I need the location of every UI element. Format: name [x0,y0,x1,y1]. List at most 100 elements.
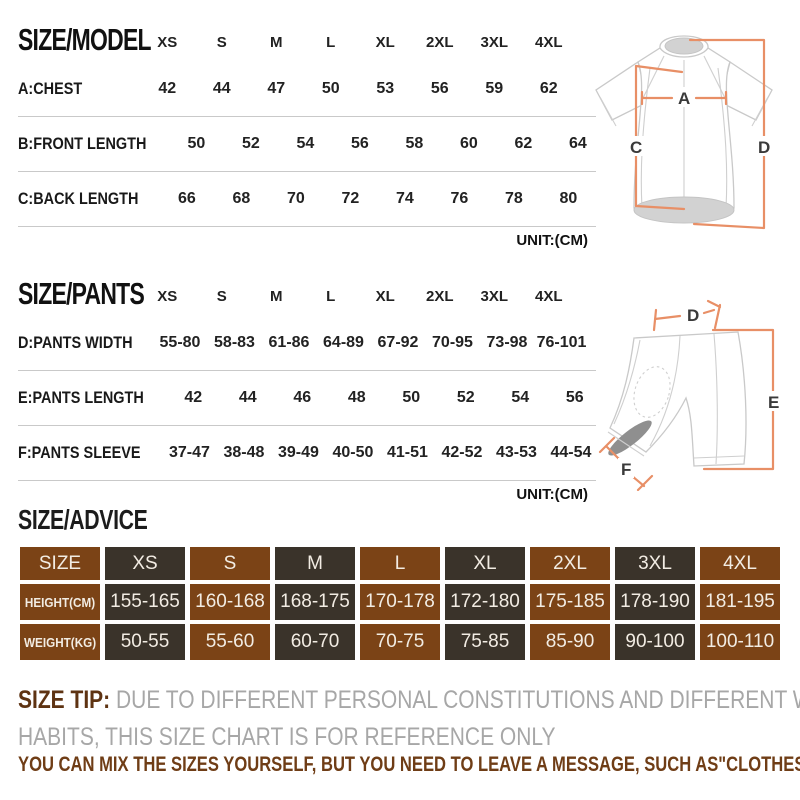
size-advice-table: SIZE XS S M L XL 2XL 3XL 4XL HEIGHT(CM) 155-165 160… [20,547,780,660]
jersey-label-c: C [630,138,642,157]
jersey-right-raglan-seam [703,55,727,101]
size-header-label: S [216,33,227,51]
measurement-value: 44 [212,80,231,97]
advice-value-cell-text: 100-110 [705,631,775,652]
advice-value-cell: 178-190 [615,584,695,620]
size-header-label: S [216,287,227,305]
advice-value-cell-text: 170-178 [365,591,435,612]
advice-value-cell: 85-90 [530,624,610,660]
size-header-label: L [326,287,336,305]
size-model-rows: A:CHEST 42 44 47 50 53 56 59 62 B:FRONT LENGTH 50 5… [18,62,596,227]
measurement-label: B:FRONT LENGTH [18,134,147,153]
measurement-value: 58-83 [214,334,255,351]
measurement-value: 37-47 [168,444,210,461]
measurement-value: 76-101 [536,334,587,351]
measurement-value: 56 [430,80,449,97]
measurement-value: 39-49 [277,444,319,461]
measurement-value: 59 [485,80,504,97]
advice-value-cell: 160-168 [190,584,270,620]
advice-header-cell-text: XS [132,552,158,574]
measurement-value: 43-53 [495,444,537,461]
measurement-row: C:BACK LENGTH 66 68 70 72 74 76 78 80 [18,172,596,227]
size-model-title: SIZE/MODEL [18,22,152,57]
pants-left-inner-seam [649,335,681,447]
advice-value-cell: 175-185 [530,584,610,620]
size-header-label: 2XL [425,287,454,305]
size-model-header-row: SIZE/MODEL XS S M L XL 2XL 3XL 4XL [18,22,596,62]
advice-value-cell: 60-70 [275,624,355,660]
advice-value-cell-text: 75-85 [460,631,510,652]
advice-value-cell: 90-100 [615,624,695,660]
pants-width-measure-line [652,299,722,332]
label-bg [675,87,693,107]
advice-value-cell: 181-195 [700,584,780,620]
measurement-value: 58 [405,135,424,152]
size-tip-label: SIZE TIP: [18,686,111,714]
measurement-value: 61-86 [268,334,310,351]
advice-header-cell-text: 4XL [723,552,757,574]
unit-label: UNIT:(CM) [516,231,588,249]
size-header-label: 3XL [480,33,508,51]
advice-header-cell: XS [105,547,185,580]
size-header-label: 3XL [480,287,508,305]
advice-header-cell: M [275,547,355,580]
size-header-label: XL [375,287,395,305]
mix-sizes-note: YOU CAN MIX THE SIZES YOURSELF, BUT YOU … [18,753,800,776]
size-header-label: 4XL [534,33,563,51]
measurement-value: 67-92 [377,334,419,351]
advice-header-cell-text: SIZE [38,552,82,574]
advice-value-cell-text: 70-75 [375,631,425,652]
advice-value-cell-text: 55-60 [205,631,255,652]
advice-row-label-text: HEIGHT(CM) [24,594,96,610]
measurement-row: D:PANTS WIDTH 55-80 58-83 61-86 64-89 67-92 70… [18,316,596,371]
size-pants-section: SIZE/PANTS XS S M L XL 2XL 3XL 4XL D:PANTS WIDT… [18,276,596,507]
measurement-value: 48 [347,389,366,406]
measurement-value: 41-51 [386,444,428,461]
unit-line: UNIT:(CM) [18,227,596,253]
measurement-value: 40-50 [332,444,374,461]
pants-cuff-band [607,431,645,457]
size-tip-line2: HABITS, THIS SIZE CHART IS FOR REFERENCE… [18,723,556,751]
measurement-value: 42-52 [441,444,483,461]
measurement-value: 70-95 [432,334,473,351]
measurement-value: 54 [296,135,315,152]
measurement-value: 50 [187,135,206,152]
measurement-value: 54 [511,389,530,406]
size-pants-header-row: SIZE/PANTS XS S M L XL 2XL 3XL 4XL [18,276,596,316]
size-header-label: XL [375,33,395,51]
chest-measure-line [640,90,728,106]
advice-value-cell-text: 85-90 [545,631,595,652]
measurement-value: 80 [559,190,578,207]
pants-measurement-diagram: D E F [598,299,781,491]
advice-value-cell-text: 181-195 [705,591,775,612]
size-header-label: 4XL [534,287,563,305]
measurement-row: B:FRONT LENGTH 50 52 54 56 58 60 62 64 [18,117,596,172]
size-header-label: XS [157,287,178,305]
measurement-value: 50 [402,389,421,406]
advice-header-cell: XL [445,547,525,580]
advice-value-cell-text: 175-185 [535,591,605,612]
advice-header-cell-text: M [307,552,323,574]
measurement-value: 44-54 [550,444,592,461]
advice-value-cell: 75-85 [445,624,525,660]
jersey-left-cuff-seam [599,96,617,127]
size-pants-rows: D:PANTS WIDTH 55-80 58-83 61-86 64-89 67-92 70… [18,316,596,481]
pants-right-hem-line [693,455,745,459]
size-advice-title: SIZE/ADVICE [18,504,148,535]
measurement-row: A:CHEST 42 44 47 50 53 56 59 62 [18,62,596,117]
measurement-value: 72 [341,190,360,207]
advice-header-cell: 3XL [615,547,695,580]
size-header-label: L [326,33,336,51]
advice-value-cell-text: 178-190 [620,591,690,612]
advice-header-cell: S [190,547,270,580]
measurement-value: 78 [505,190,523,207]
advice-header-cell: L [360,547,440,580]
measurement-value: 50 [321,80,340,97]
measurement-row: E:PANTS LENGTH 42 44 46 48 50 52 54 56 [18,371,596,426]
measurement-value: 42 [184,389,203,406]
label-bg [755,136,773,156]
measurement-value: 42 [158,80,177,97]
jersey-collar-shading [664,37,704,55]
measurement-value: 60 [459,135,478,152]
